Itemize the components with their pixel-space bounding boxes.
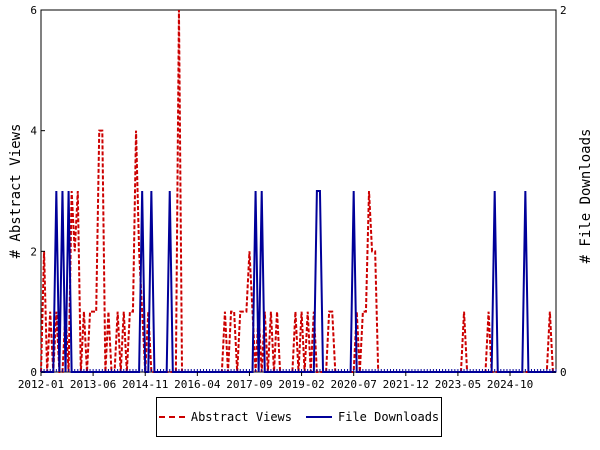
x-tick-label: 2023-05 <box>435 378 481 391</box>
left-axis-title: # Abstract Views <box>8 124 24 259</box>
legend: Abstract Views File Downloads <box>156 397 442 437</box>
x-tick-label: 2021-12 <box>383 378 429 391</box>
left-tick-label: 2 <box>30 245 37 258</box>
left-tick-label: 6 <box>30 4 37 17</box>
legend-swatch-abstract-views <box>158 416 185 418</box>
legend-swatch-file-downloads <box>306 416 332 418</box>
x-tick-label: 2014-11 <box>122 378 168 391</box>
legend-item-file-downloads: File Downloads <box>306 410 439 424</box>
left-tick-label: 4 <box>30 125 37 138</box>
plot-area <box>40 9 557 373</box>
x-axis-ticks: 2012-01 2013-06 2014-11 2016-04 2017-09 2019-… <box>18 369 557 391</box>
left-tick-label: 0 <box>30 366 37 379</box>
x-tick-label: 2013-06 <box>70 378 116 391</box>
legend-label-file-downloads: File Downloads <box>338 410 440 424</box>
x-tick-label: 2016-04 <box>174 378 221 391</box>
right-axis-title: # File Downloads <box>578 129 594 264</box>
legend-label-abstract-views: Abstract Views <box>190 410 292 424</box>
right-tick-label: 2 <box>560 4 567 17</box>
left-axis-ticks: 0 2 4 6 <box>30 4 45 379</box>
x-tick-label: 2024-10 <box>487 378 533 391</box>
x-tick-label: 2012-01 <box>18 378 64 391</box>
x-tick-label: 2020-07 <box>330 378 376 391</box>
x-tick-label: 2019-02 <box>278 378 324 391</box>
right-tick-label: 0 <box>560 366 567 379</box>
x-tick-label: 2017-09 <box>226 378 272 391</box>
legend-item-abstract-views: Abstract Views <box>158 410 292 424</box>
